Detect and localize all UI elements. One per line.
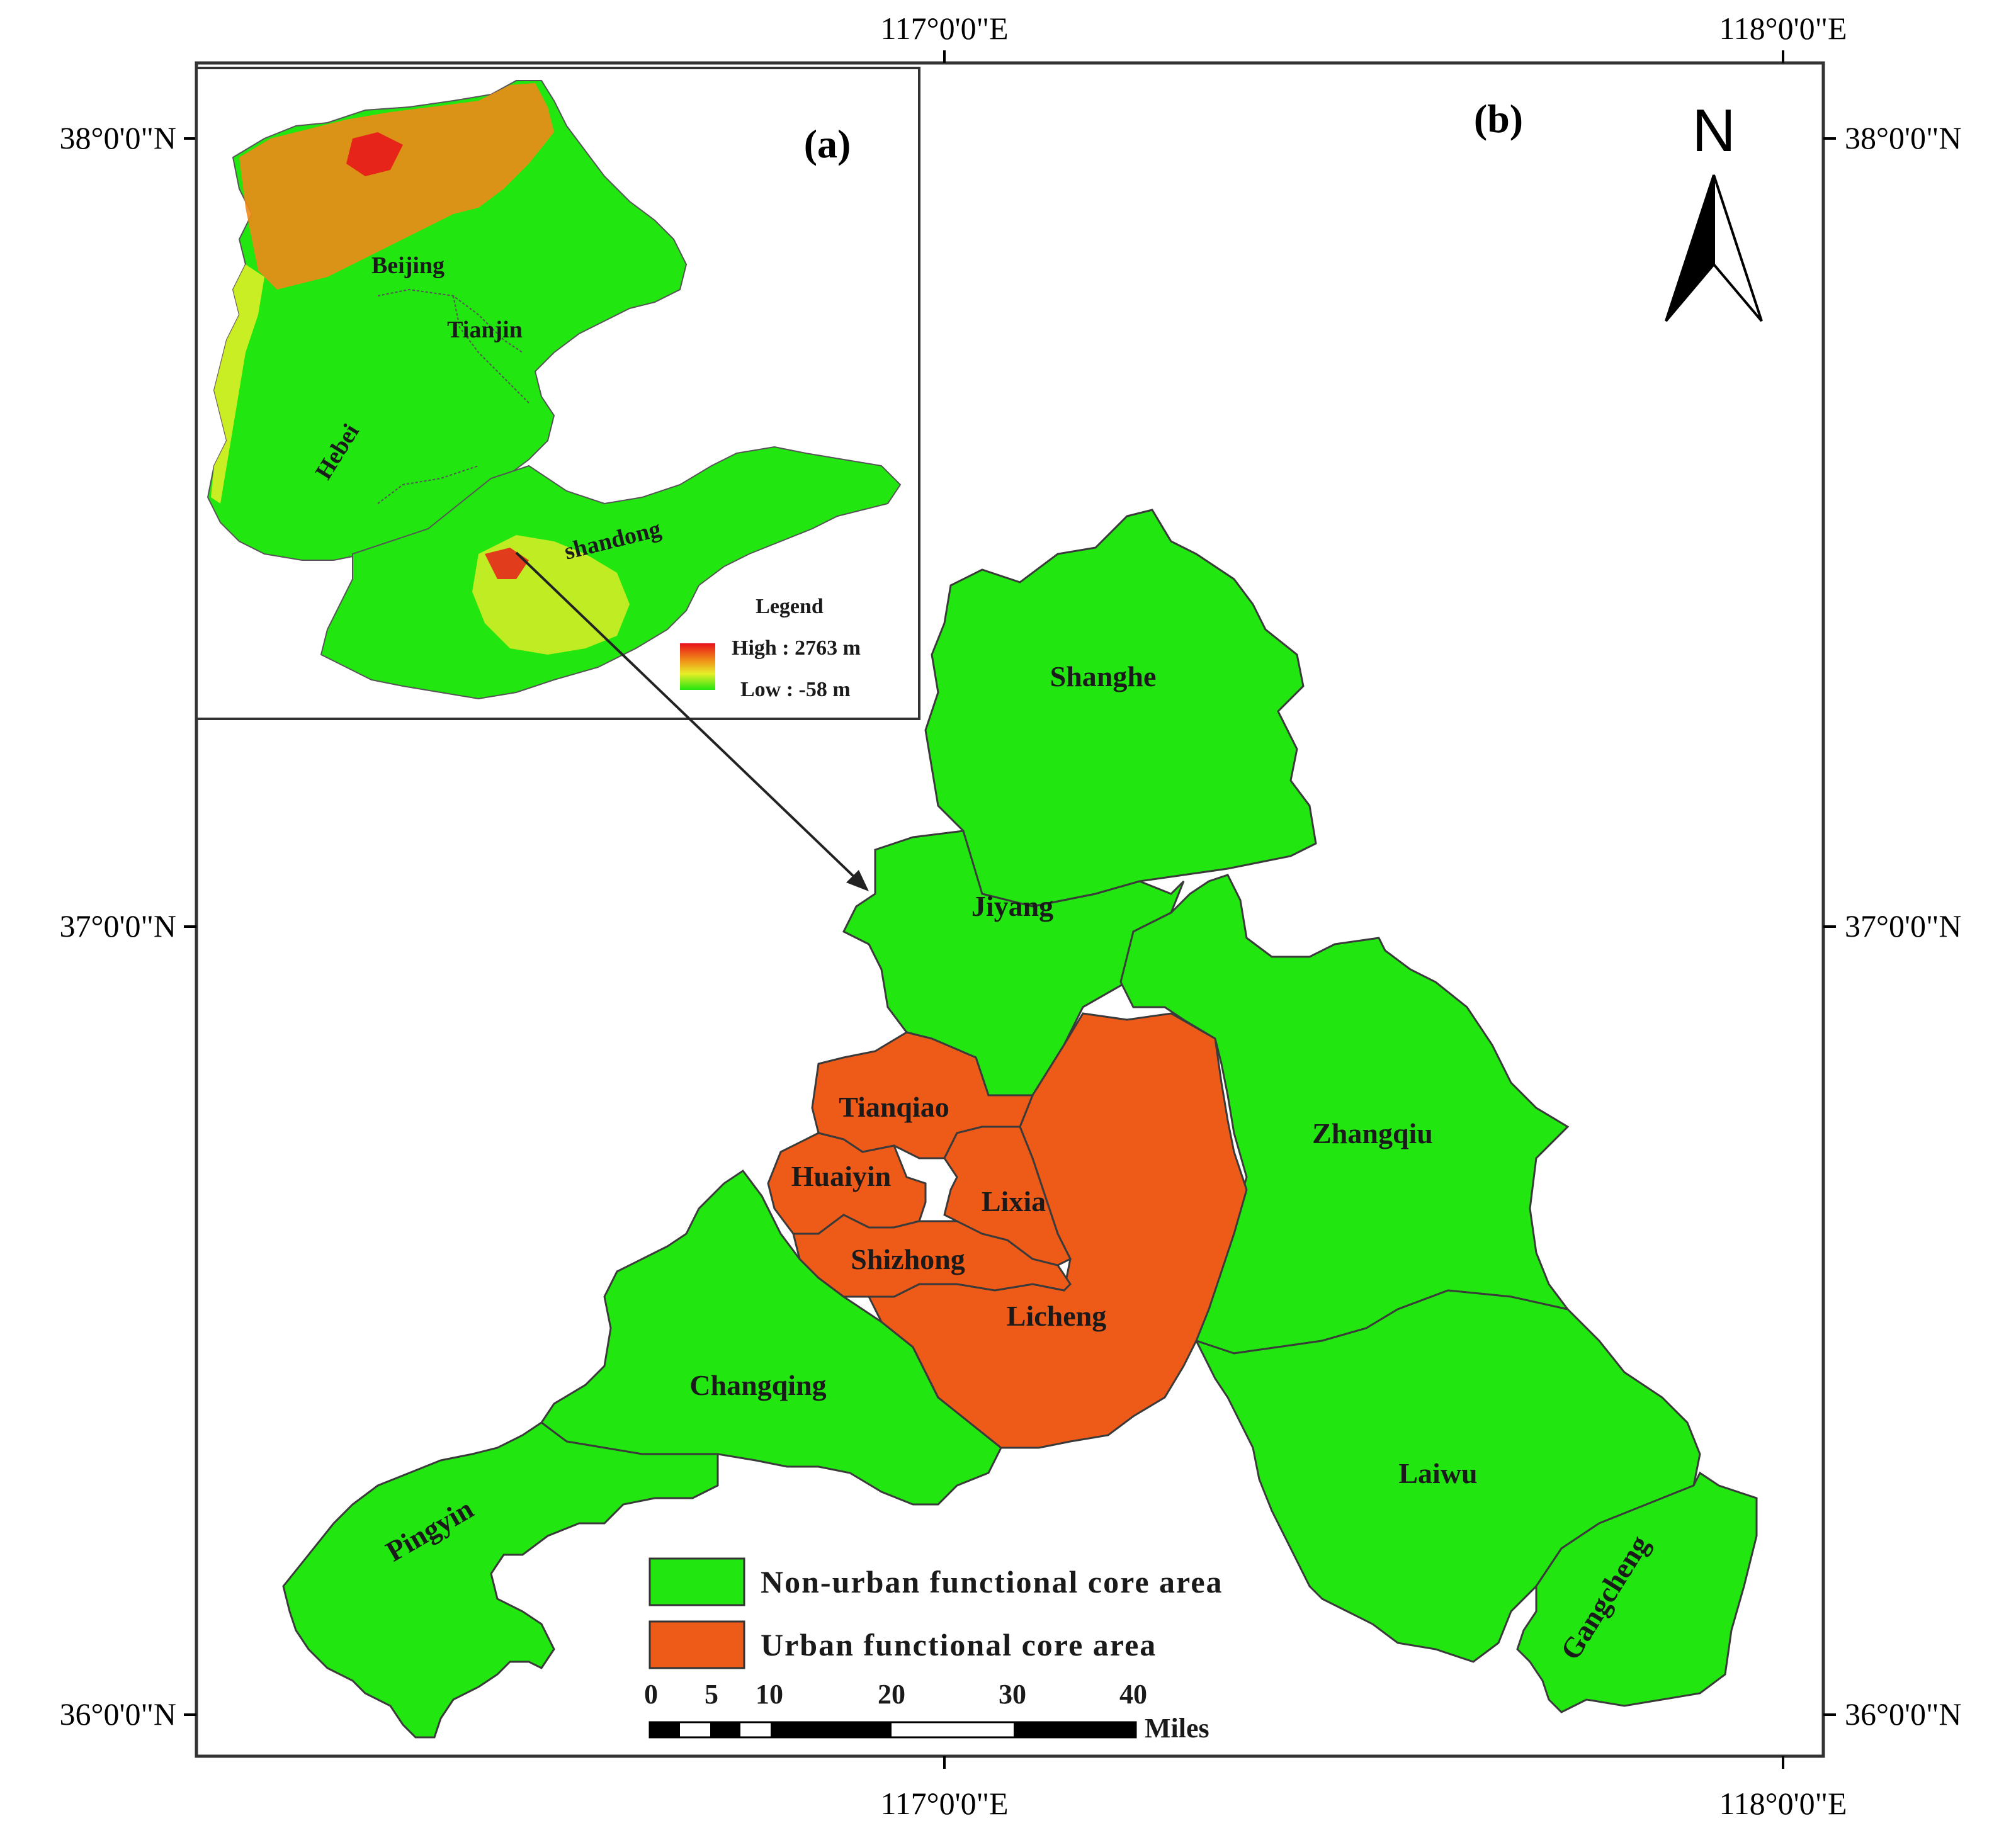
inset-legend-high: High : 2763 m [732,636,861,660]
label-shanghe: Shanghe [1050,660,1157,692]
scale-tick-40: 40 [1119,1679,1147,1710]
district-jiyang [842,830,1185,1097]
legend-swatch-urban [648,1620,745,1669]
scale-tick-0: 0 [644,1679,658,1710]
legend-label-urban: Urban functional core area [761,1627,1157,1662]
map-legend: Non-urban functional core area Urban fun… [648,1557,1223,1669]
inset-northern-mountains [239,83,554,290]
label-shizhong: Shizhong [851,1243,965,1275]
scale-unit: Miles [1145,1713,1209,1744]
label-huaiyin: Huaiyin [791,1160,892,1192]
leader-arrow [515,551,869,891]
scale-tick-5: 5 [705,1679,718,1710]
district-lixia [943,1125,1072,1266]
district-gangcheng [1516,1471,1758,1713]
inset-peak-red [346,132,403,176]
top-coord-117: 117°0'0"E [880,11,1008,46]
district-shanghe [924,509,1317,908]
left-coord-37: 37°0'0"N [59,908,176,944]
inset-map: Beijing Tianjin Hebei shandong (a) Legen… [195,67,920,720]
label-jiyang: Jiyang [971,890,1053,922]
inset-boundaries [377,288,529,504]
scale-bar: 0 5 10 20 30 40 Miles [644,1679,1209,1744]
panel-label-b: (b) [1474,96,1523,141]
label-changqing: Changqing [689,1369,826,1401]
inset-label-tianjin: Tianjin [447,317,523,343]
label-lixia: Lixia [982,1185,1046,1217]
panel-label-a: (a) [804,121,851,166]
urban-districts [767,1012,1248,1449]
label-licheng: Licheng [1007,1300,1106,1332]
scale-tick-10: 10 [756,1679,783,1710]
inset-western-mountains [211,264,264,504]
right-coord-37: 37°0'0"N [1845,908,1962,944]
legend-swatch-non-urban [648,1557,745,1606]
legend-label-non-urban: Non-urban functional core area [761,1564,1223,1599]
north-label: N [1692,97,1735,164]
north-arrow-icon: N [1665,97,1763,322]
district-shizhong [792,1214,1072,1298]
label-laiwu: Laiwu [1398,1457,1477,1489]
left-coord-38: 38°0'0"N [59,120,176,155]
inset-legend-low: Low : -58 m [740,678,851,701]
top-coord-118: 118°0'0"E [1719,11,1847,46]
right-coord-38: 38°0'0"N [1845,120,1962,155]
label-tianqiao: Tianqiao [839,1091,949,1123]
bottom-coord-117: 117°0'0"E [880,1786,1008,1821]
label-zhangqiu: Zhangqiu [1312,1117,1433,1149]
bottom-coord-118: 118°0'0"E [1719,1786,1847,1821]
right-coord-36: 36°0'0"N [1845,1696,1962,1732]
left-coord-36: 36°0'0"N [59,1696,176,1732]
scale-tick-30: 30 [999,1679,1026,1710]
inset-legend-title: Legend [756,595,824,618]
district-pingyin [282,1421,719,1739]
graticule-ticks [184,50,1836,1769]
elevation-ramp [680,643,715,690]
scale-tick-20: 20 [878,1679,905,1710]
inset-label-beijing: Beijing [371,252,445,279]
